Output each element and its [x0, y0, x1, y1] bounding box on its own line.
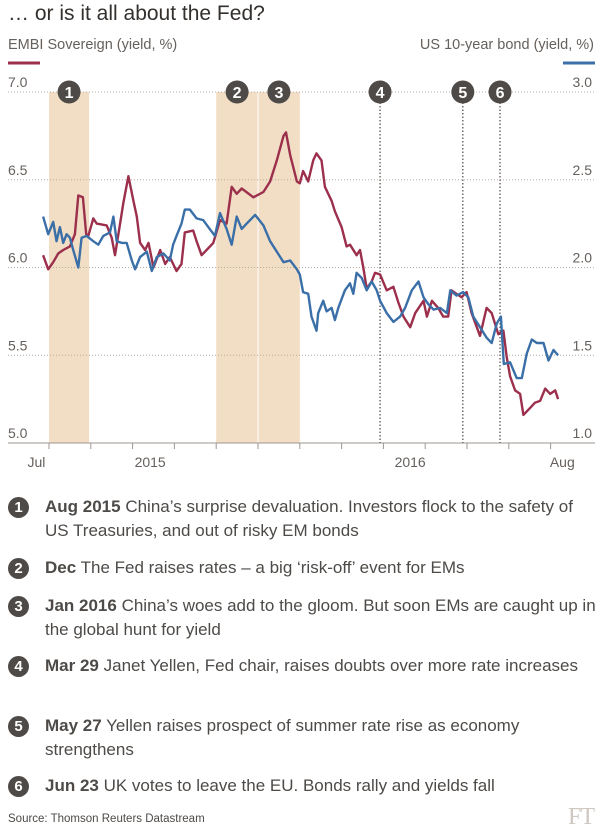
event-marker-circle [488, 80, 512, 104]
event-note-2: 2 Dec The Fed raises rates – a big ‘risk-… [8, 556, 598, 580]
left-tick-label: 7.0 [8, 74, 28, 90]
event-date: Aug 2015 [45, 497, 121, 516]
event-number-badge: 3 [8, 596, 29, 617]
event-marker-label: 1 [65, 85, 74, 102]
event-note-3: 3 Jan 2016 China’s woes add to the gloom.… [8, 594, 598, 642]
event-number-badge: 5 [8, 716, 29, 737]
event-number-badge: 1 [8, 497, 29, 518]
left-tick-label: 5.0 [8, 425, 28, 441]
right-tick-label: 2.0 [573, 250, 593, 266]
event-text: Janet Yellen, Fed chair, raises doubts o… [103, 656, 578, 675]
event-number-badge: 4 [8, 656, 29, 677]
left-tick-label: 5.5 [8, 337, 28, 353]
event-note-1: 1 Aug 2015 China’s surprise devaluation. … [8, 495, 598, 543]
event-number-badge: 6 [8, 776, 29, 797]
line-chart: 5.0 5.5 6.0 6.5 7.0 1.0 1.5 2.0 2.5 3.0 Jul 2015 201… [8, 61, 595, 470]
event-marker-label: 2 [233, 85, 242, 102]
event-marker-label: 4 [376, 85, 385, 102]
event-text: Yellen raises prospect of summer rate ri… [45, 716, 520, 759]
right-tick-label: 1.5 [573, 337, 593, 353]
right-tick-label: 1.0 [573, 425, 593, 441]
event-text: China’s surprise devaluation. Investors … [45, 497, 573, 540]
event-number-badge: 2 [8, 558, 29, 579]
event-date: May 27 [45, 716, 102, 735]
event-text: UK votes to leave the EU. Bonds rally an… [103, 776, 495, 795]
ft-logo: FT [567, 804, 595, 830]
event-date: Dec [45, 558, 77, 577]
event-marker-circle [451, 80, 475, 104]
event-date: Jun 23 [45, 776, 99, 795]
event-marker-circle [225, 80, 249, 104]
x-tick-label: 2016 [395, 454, 426, 470]
x-tick-label: 2015 [135, 454, 166, 470]
source-note: Source: Thomson Reuters Datastream [8, 813, 205, 825]
x-tick-label: Jul [28, 454, 46, 470]
event-marker-label: 3 [274, 85, 283, 102]
left-tick-label: 6.0 [8, 250, 28, 266]
left-axis-label: EMBI Sovereign (yield, %) [8, 37, 178, 53]
event-date: Mar 29 [45, 656, 99, 675]
event-text: China’s woes add to the gloom. But soon … [45, 596, 596, 639]
shaded-period [49, 92, 90, 443]
right-tick-label: 2.5 [573, 162, 593, 178]
us10-series-line [41, 208, 560, 380]
event-note-5: 5 May 27 Yellen raises prospect of summer… [8, 714, 598, 762]
event-note-4: 4 Mar 29 Janet Yellen, Fed chair, raises … [8, 654, 598, 678]
event-text: The Fed raises rates – a big ‘risk-off’ … [80, 558, 465, 577]
left-tick-label: 6.5 [8, 162, 28, 178]
event-marker-label: 5 [458, 85, 467, 102]
event-marker-circle [267, 80, 291, 104]
event-note-6: 6 Jun 23 UK votes to leave the EU. Bonds … [8, 774, 598, 798]
right-tick-label: 3.0 [573, 74, 593, 90]
event-marker-circle [57, 80, 81, 104]
right-axis-label: US 10-year bond (yield, %) [419, 37, 594, 53]
event-date: Jan 2016 [45, 596, 117, 615]
x-tick-label: Aug [550, 454, 575, 470]
event-marker-circle [368, 80, 392, 104]
chart-title: … or is it all about the Fed? [8, 2, 265, 25]
event-marker-label: 6 [496, 85, 505, 102]
